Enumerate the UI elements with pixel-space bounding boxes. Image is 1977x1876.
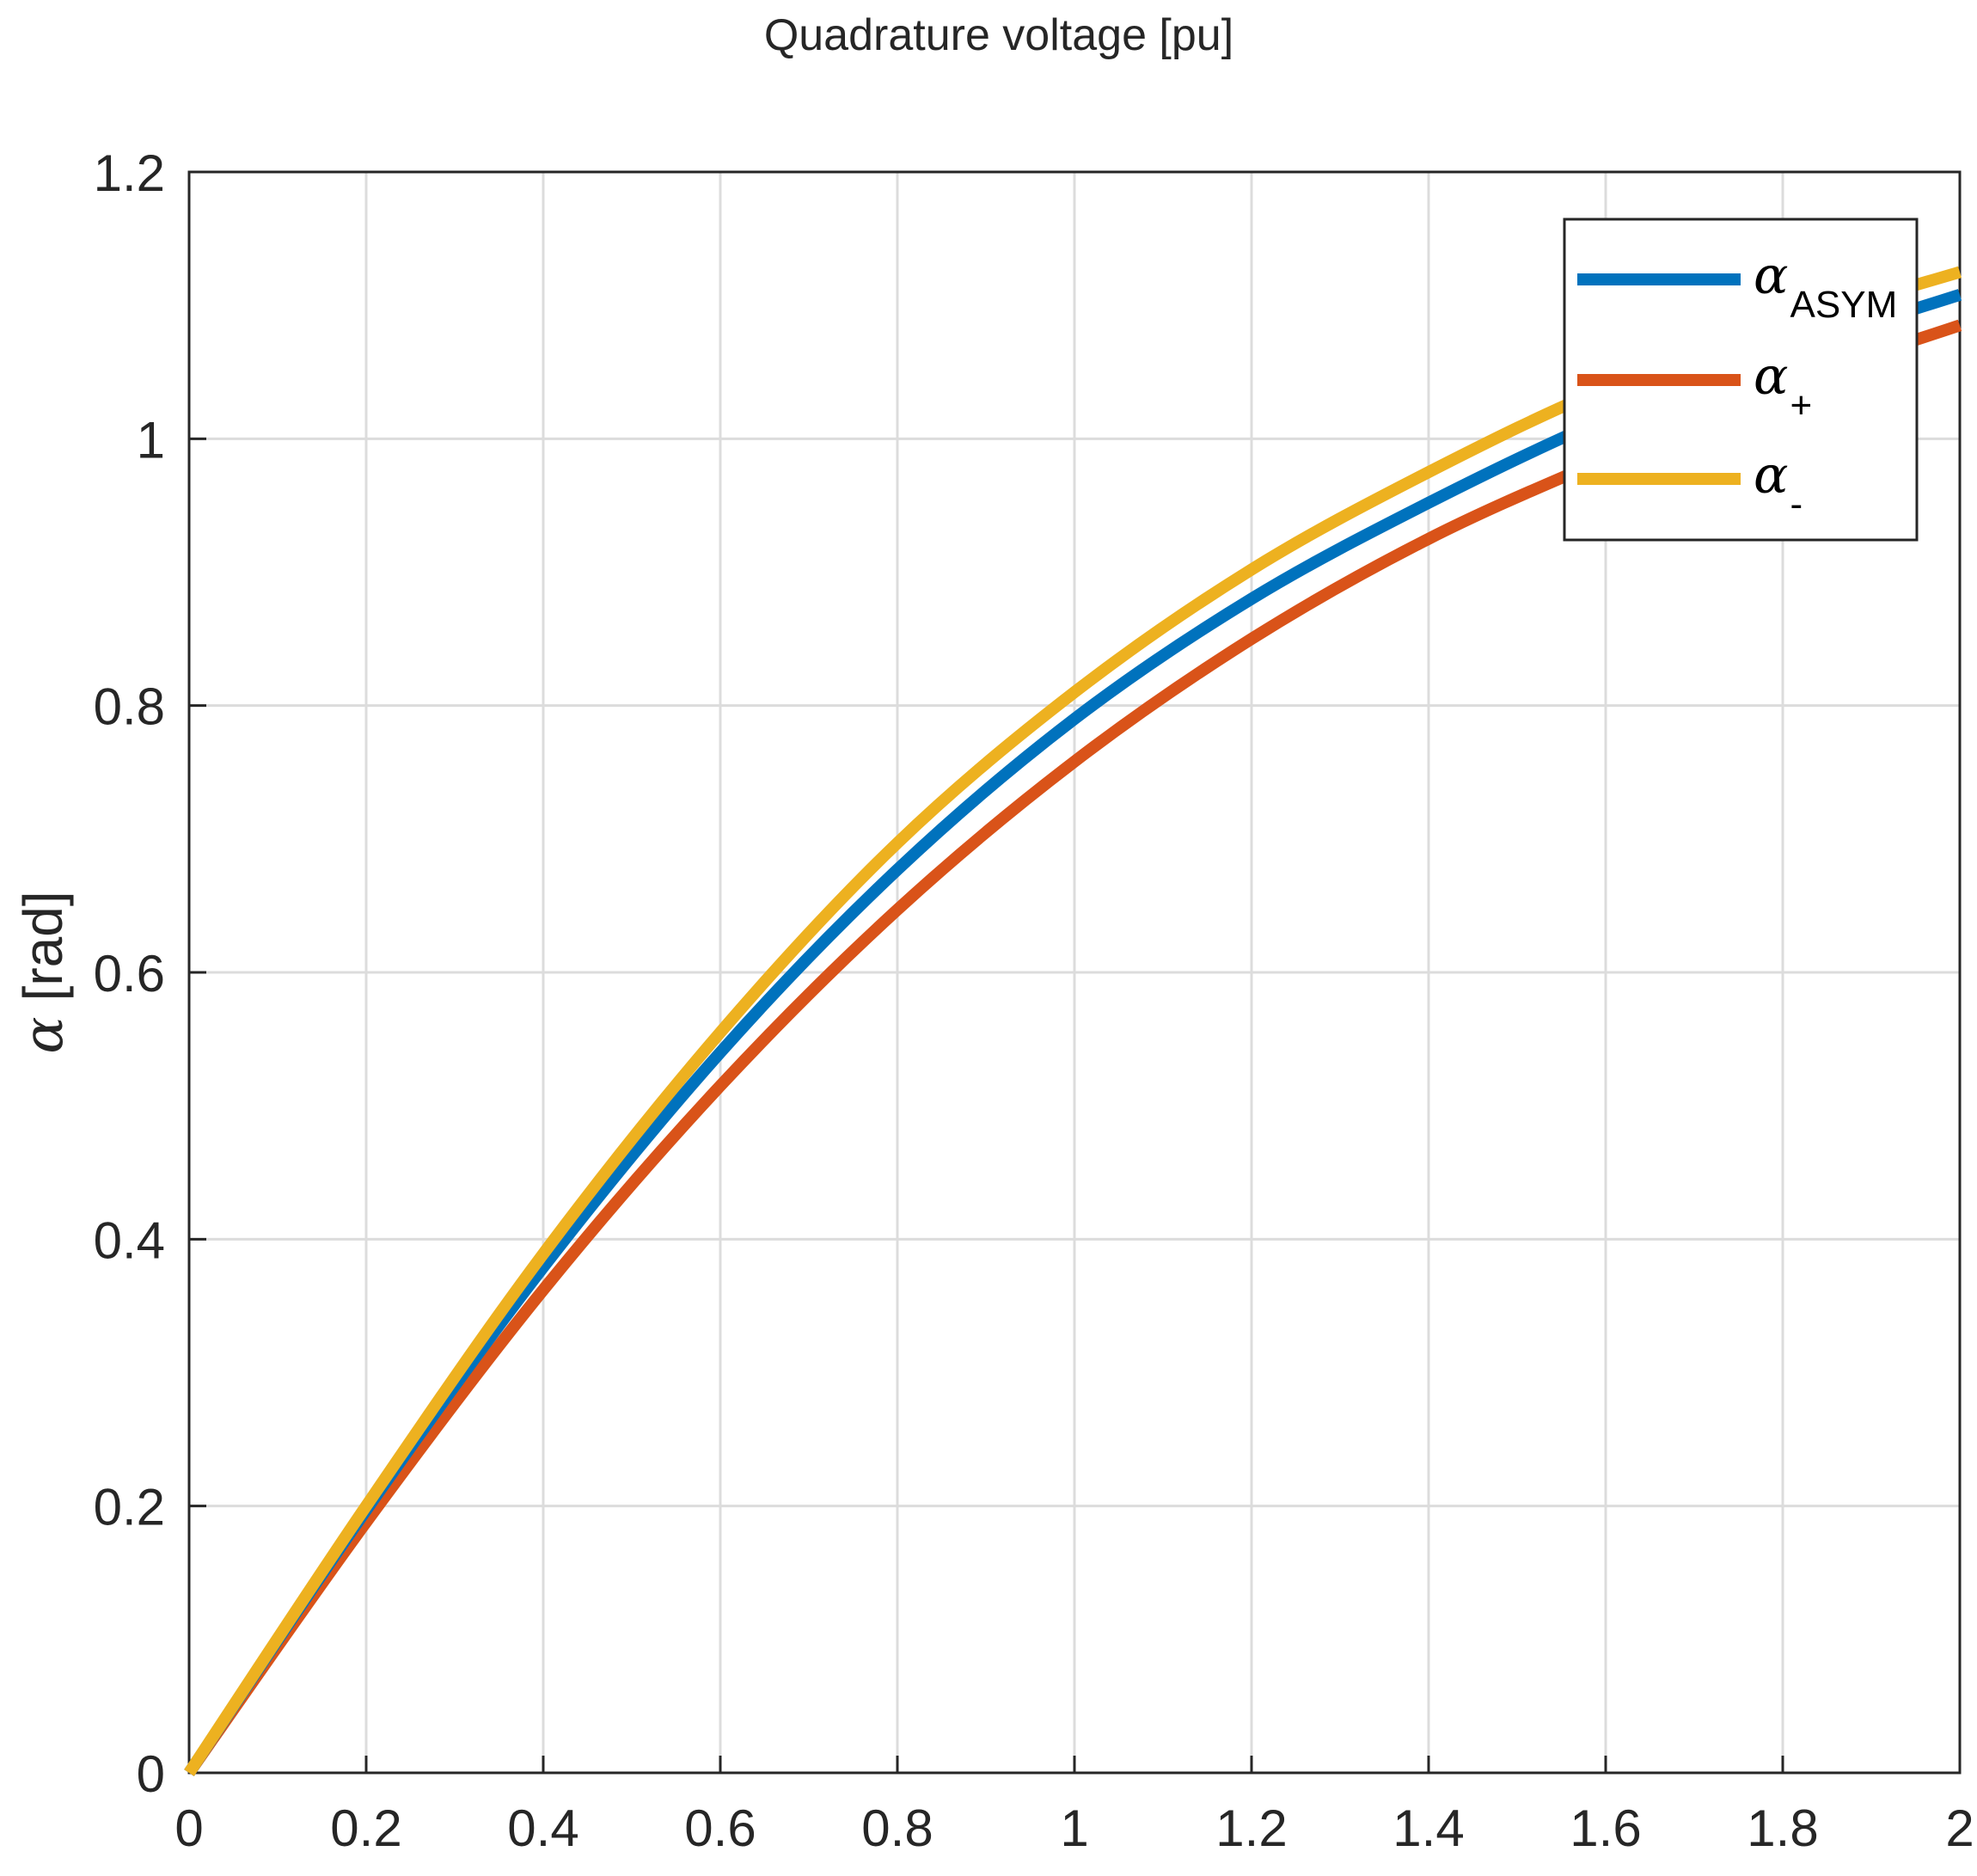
y-axis-label-unit: [rad] — [12, 891, 74, 1001]
x-tick-label: 2 — [1945, 1799, 1974, 1857]
y-tick-label: 1 — [137, 411, 165, 469]
y-axis-label: α [rad] — [12, 891, 76, 1053]
x-tick-label: 0 — [174, 1799, 203, 1857]
y-tick-label: 0.6 — [94, 945, 165, 1002]
y-tick-label: 0.8 — [94, 678, 165, 736]
x-tick-label: 0.2 — [330, 1799, 401, 1857]
x-tick-label: 1.8 — [1747, 1799, 1818, 1857]
x-tick-label: 1.6 — [1570, 1799, 1641, 1857]
legend-subscript: + — [1790, 384, 1813, 426]
y-tick-label: 1.2 — [94, 144, 165, 202]
x-tick-label: 1.2 — [1215, 1799, 1287, 1857]
x-tick-label: 0.6 — [684, 1799, 756, 1857]
legend-subscript: - — [1790, 483, 1803, 525]
y-axis-label-symbol: α — [12, 1016, 76, 1053]
legend-symbol: α — [1754, 346, 1789, 407]
legend-subscript: ASYM — [1790, 284, 1898, 326]
y-tick-label: 0.4 — [94, 1211, 165, 1269]
x-tick-label: 1 — [1060, 1799, 1088, 1857]
legend-symbol: α — [1754, 445, 1789, 506]
axis-ticks: 0 0.2 0.4 0.6 0.8 1 1.2 1.4 1.6 1.8 2 0 0.2 0.4 0.6 0.8… — [94, 144, 1974, 1857]
legend-label: αASYM — [1754, 246, 1897, 326]
chart-title: Quadrature voltage [pu] — [764, 10, 1233, 60]
legend-symbol: α — [1754, 246, 1789, 306]
y-tick-label: 0.2 — [94, 1479, 165, 1536]
legend-label: α- — [1754, 445, 1803, 525]
legend-label: α+ — [1754, 346, 1812, 426]
x-tick-label: 0.4 — [507, 1799, 578, 1857]
y-tick-label: 0 — [137, 1745, 165, 1803]
x-tick-label: 1.4 — [1392, 1799, 1464, 1857]
x-tick-label: 0.8 — [861, 1799, 933, 1857]
